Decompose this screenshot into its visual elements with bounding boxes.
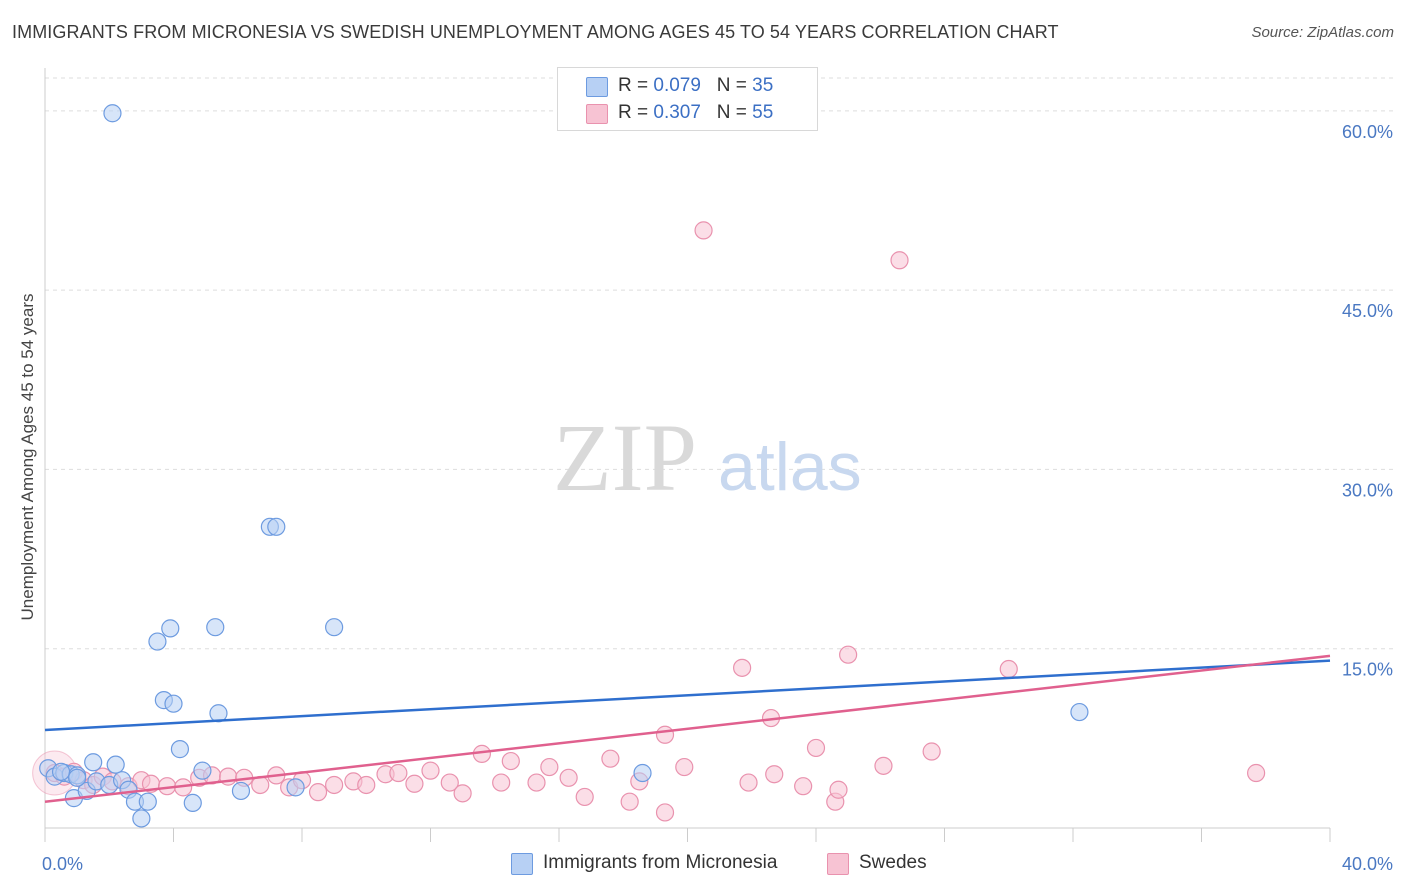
- swedes-point: [492, 773, 511, 792]
- swedes-point: [739, 773, 758, 792]
- micronesia-point: [231, 781, 251, 801]
- legend-r-value: 0.079: [653, 75, 701, 96]
- bottom-legend-swatch-swedes: [827, 853, 849, 875]
- watermark-atlas: atlas: [718, 429, 862, 505]
- x-tick-label: 40.0%: [1342, 854, 1393, 874]
- swedes-point: [806, 738, 826, 758]
- bottom-legend-label-micronesia: Immigrants from Micronesia: [543, 852, 778, 873]
- legend-r-label: R =: [618, 75, 654, 96]
- legend-swatch-swedes: [586, 104, 608, 124]
- swedes-point: [694, 221, 713, 240]
- swedes-point: [575, 787, 594, 807]
- legend-n-value: 35: [752, 75, 774, 96]
- legend-text-swedes: R = 0.307 N = 55: [618, 102, 773, 124]
- y-tick-label: 30.0%: [1342, 480, 1393, 500]
- x-tick-label: 0.0%: [42, 854, 83, 874]
- swedes-point: [794, 777, 813, 796]
- swedes-point: [559, 768, 578, 787]
- grid-layer: [45, 77, 1395, 650]
- swedes-point: [655, 725, 675, 744]
- micronesia-point: [170, 740, 190, 759]
- swedes-point: [839, 645, 858, 664]
- micronesia-point: [51, 762, 71, 781]
- axis-layer: [44, 68, 1331, 842]
- source-credit: Source: ZipAtlas.com: [1251, 24, 1394, 41]
- watermark-zip: ZIP: [553, 404, 697, 511]
- swedes-point: [765, 765, 784, 784]
- swedes-point: [1247, 763, 1266, 783]
- y-tick-label: 15.0%: [1342, 660, 1393, 680]
- micronesia-point: [325, 618, 344, 637]
- correlation-legend: R = 0.079 N = 35 R = 0.307 N = 55: [557, 67, 818, 131]
- bottom-legend-swatch-micronesia: [511, 853, 533, 875]
- legend-r-label: R =: [618, 102, 654, 123]
- swedes-point: [405, 774, 424, 793]
- micronesia-trend-line: [44, 659, 1331, 732]
- swedes-point: [389, 763, 408, 783]
- legend-r-value: 0.307: [653, 102, 701, 123]
- points-layer: [32, 104, 1266, 828]
- swedes-point: [540, 757, 559, 777]
- micronesia-point: [183, 793, 202, 813]
- swedes-point: [999, 659, 1018, 679]
- micronesia-point: [193, 761, 212, 780]
- micronesia-point: [138, 792, 157, 811]
- micronesia-point: [132, 809, 151, 828]
- tick-layer: 15.0% 30.0% 45.0% 60.0% 0.0% 40.0%: [42, 122, 1393, 874]
- swedes-point: [922, 742, 941, 761]
- micronesia-point: [68, 768, 87, 787]
- legend-swatch-micronesia: [586, 77, 608, 97]
- y-tick-label: 45.0%: [1342, 301, 1393, 321]
- micronesia-point: [106, 755, 125, 774]
- micronesia-point: [161, 619, 180, 638]
- legend-n-label: N =: [716, 75, 753, 96]
- micronesia-point: [286, 778, 305, 797]
- swedes-point: [308, 783, 328, 802]
- trend-layer: [44, 654, 1331, 803]
- micronesia-point: [103, 104, 122, 123]
- micronesia-point: [164, 694, 183, 713]
- swedes-point: [527, 773, 546, 792]
- legend-n-label: N =: [716, 102, 753, 123]
- chart-title: IMMIGRANTS FROM MICRONESIA VS SWEDISH UN…: [12, 22, 1059, 42]
- swedes-point: [874, 756, 893, 775]
- micronesia-point: [84, 753, 103, 772]
- swedes-point: [890, 251, 909, 270]
- swedes-point: [733, 658, 752, 677]
- swedes-point: [440, 773, 459, 792]
- y-tick-label: 60.0%: [1342, 122, 1393, 142]
- swedes-point: [421, 761, 440, 780]
- swedes-point: [453, 784, 472, 803]
- micronesia-point: [267, 517, 286, 536]
- swedes-point: [601, 749, 620, 768]
- micronesia-point: [206, 618, 225, 637]
- watermark: ZIP atlas: [553, 404, 862, 511]
- micronesia-point: [1070, 702, 1089, 722]
- micronesia-point: [148, 632, 167, 651]
- legend-text-micronesia: R = 0.079 N = 35: [618, 75, 773, 97]
- swedes-point: [501, 751, 520, 771]
- swedes-point: [325, 775, 344, 795]
- swedes-point: [655, 803, 675, 822]
- micronesia-point: [633, 763, 652, 783]
- swedes-point: [675, 757, 694, 777]
- swedes-point: [357, 775, 376, 795]
- bottom-legend-label-swedes: Swedes: [859, 852, 927, 873]
- swedes-point: [620, 792, 639, 811]
- swedes-point: [829, 780, 848, 799]
- legend-n-value: 55: [752, 102, 774, 123]
- swedes-trend-line: [44, 654, 1331, 803]
